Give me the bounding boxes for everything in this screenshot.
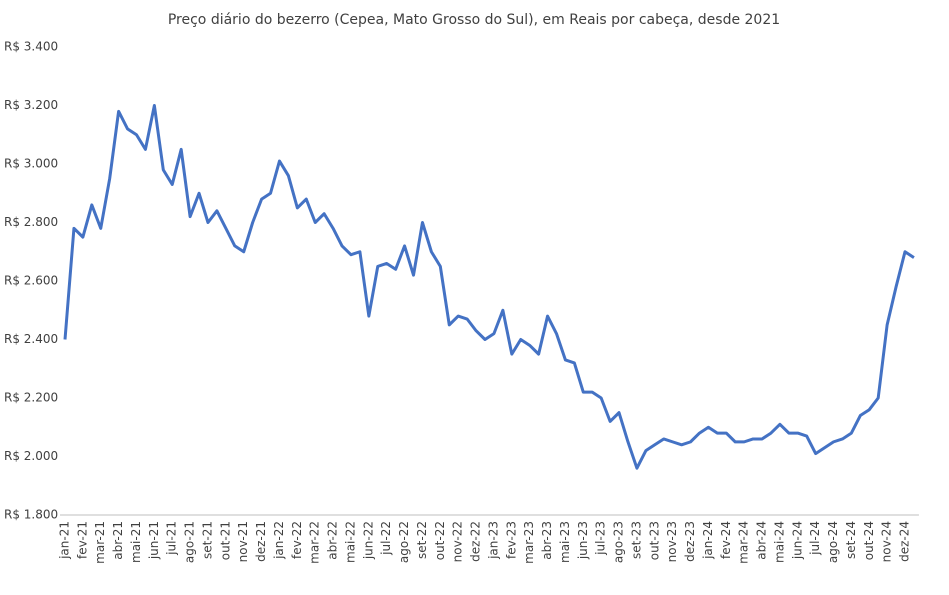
- price-line: [63, 104, 915, 470]
- x-tick-label: set-24: [844, 521, 858, 559]
- x-tick-label: mai-22: [343, 521, 357, 563]
- x-tick-label: dez-21: [254, 521, 268, 562]
- x-tick-label: mai-21: [129, 521, 143, 563]
- y-tick-label: R$ 3.200: [4, 98, 58, 112]
- x-tick-label: nov-21: [236, 521, 250, 562]
- x-tick-label: mar-21: [93, 521, 107, 564]
- x-tick-label: ago-21: [183, 521, 197, 563]
- x-tick-label: abr-22: [326, 521, 340, 560]
- x-tick-label: mai-23: [558, 521, 572, 563]
- x-tick-label: dez-23: [683, 521, 697, 562]
- x-tick-label: jul-23: [594, 521, 608, 556]
- x-tick-label: jun-21: [147, 521, 161, 560]
- x-tick-label: jul-24: [808, 521, 822, 556]
- x-tick-label: jun-24: [790, 521, 804, 560]
- x-tick-label: mar-23: [522, 521, 536, 564]
- x-tick-label: dez-24: [898, 521, 912, 562]
- x-tick-label: ago-22: [397, 521, 411, 563]
- x-tick-label: out-24: [862, 521, 876, 560]
- x-tick-label: set-22: [415, 521, 429, 559]
- x-tick-label: nov-22: [451, 521, 465, 562]
- y-tick-label: R$ 3.400: [4, 40, 58, 54]
- x-tick-label: fev-22: [290, 521, 304, 559]
- y-tick-label: R$ 1.800: [4, 508, 58, 522]
- x-tick-label: nov-24: [880, 521, 894, 562]
- x-tick-label: mai-24: [772, 521, 786, 563]
- x-tick-label: jul-22: [379, 521, 393, 556]
- x-tick-label: jan-24: [701, 521, 715, 560]
- x-tick-label: abr-24: [755, 521, 769, 560]
- x-tick-label: dez-22: [469, 521, 483, 562]
- y-tick-label: R$ 2.600: [4, 274, 58, 288]
- x-tick-label: nov-23: [665, 521, 679, 562]
- y-tick-label: R$ 2.400: [4, 332, 58, 346]
- x-tick-label: jan-21: [58, 521, 72, 560]
- x-tick-label: jul-21: [165, 521, 179, 556]
- x-tick-label: set-23: [629, 521, 643, 559]
- x-tick-label: jan-22: [272, 521, 286, 560]
- x-tick-label: mar-24: [737, 521, 751, 564]
- x-tick-label: fev-23: [504, 521, 518, 559]
- x-tick-label: set-21: [200, 521, 214, 559]
- x-tick-label: abr-21: [111, 521, 125, 560]
- x-tick-label: ago-24: [826, 521, 840, 563]
- y-tick-label: R$ 2.000: [4, 449, 58, 463]
- x-tick-label: jun-22: [361, 521, 375, 560]
- y-tick-label: R$ 2.200: [4, 391, 58, 405]
- chart-title: Preço diário do bezerro (Cepea, Mato Gro…: [168, 12, 780, 28]
- x-tick-label: fev-24: [719, 521, 733, 559]
- y-tick-label: R$ 2.800: [4, 215, 58, 229]
- x-tick-label: jan-23: [486, 521, 500, 560]
- x-tick-label: jun-23: [576, 521, 590, 560]
- x-tick-label: abr-23: [540, 521, 554, 560]
- x-tick-label: out-21: [218, 521, 232, 560]
- x-tick-label: out-22: [433, 521, 447, 560]
- y-tick-label: R$ 3.000: [4, 157, 58, 171]
- x-tick-label: fev-21: [75, 521, 89, 559]
- x-tick-label: out-23: [647, 521, 661, 560]
- x-tick-label: ago-23: [612, 521, 626, 563]
- x-tick-label: mar-22: [308, 521, 322, 564]
